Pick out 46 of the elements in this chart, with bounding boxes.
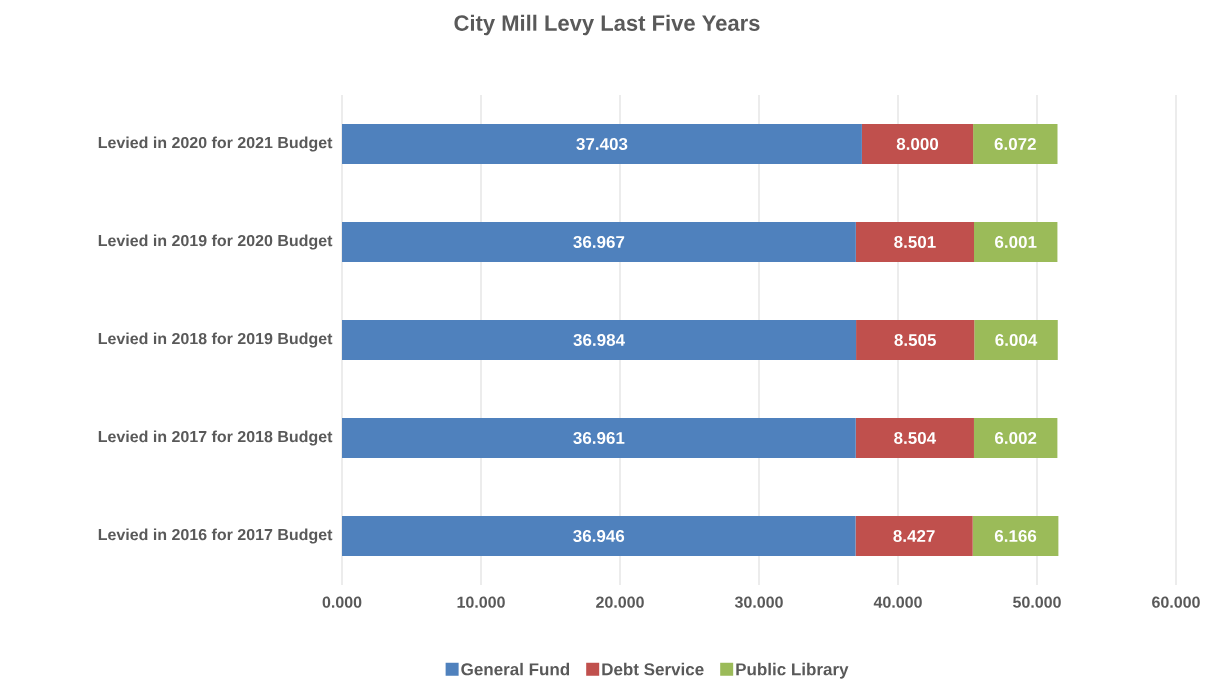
data-label: 8.000 <box>896 137 939 151</box>
y-tick-label: Levied in 2019 for 2020 Budget <box>98 234 333 250</box>
data-label: 36.984 <box>573 333 625 347</box>
bar <box>974 222 1058 262</box>
x-tick-label: 10.000 <box>457 596 505 608</box>
data-label: 8.505 <box>894 333 936 347</box>
data-label: 37.403 <box>576 137 628 151</box>
legend-label: Debt Service <box>602 662 704 676</box>
x-tick-label: 0.000 <box>322 596 362 608</box>
bar <box>855 417 974 458</box>
data-label: 6.004 <box>995 333 1038 347</box>
data-label: 6.166 <box>994 529 1037 543</box>
bar <box>861 124 974 164</box>
x-tick-label: 60.000 <box>1152 596 1200 608</box>
y-tick-label: Levied in 2018 for 2019 Budget <box>98 332 333 348</box>
x-tick-label: 40.000 <box>873 596 922 608</box>
data-label: 36.961 <box>573 431 625 445</box>
x-tick-label: 50.000 <box>1013 596 1061 608</box>
data-label: 8.501 <box>894 235 936 249</box>
legend-label: General Fund <box>461 662 570 676</box>
data-label: 6.072 <box>994 137 1036 151</box>
y-tick-label: Levied in 2016 for 2017 Budget <box>98 528 333 544</box>
bar <box>855 515 973 556</box>
x-tick-label: 30.000 <box>734 596 783 608</box>
data-label: 6.001 <box>995 235 1037 249</box>
bar <box>342 515 856 556</box>
bar <box>972 515 1059 556</box>
bar <box>342 124 862 164</box>
data-label: 36.946 <box>573 529 625 543</box>
x-tick-label: 20.000 <box>596 596 644 608</box>
data-label: 36.967 <box>573 235 625 249</box>
bar <box>342 417 856 458</box>
data-label: 8.504 <box>894 431 937 445</box>
bar <box>973 417 1058 458</box>
bar <box>973 124 1058 164</box>
y-tick-label: Levied in 2020 for 2021 Budget <box>98 136 333 152</box>
bar <box>342 222 856 262</box>
chart-title: City Mill Levy Last Five Years <box>454 14 760 36</box>
y-tick-label: Levied in 2017 for 2018 Budget <box>98 430 333 446</box>
bar <box>856 320 975 360</box>
data-label: 6.002 <box>995 431 1037 445</box>
bar <box>974 320 1058 360</box>
bar <box>855 222 975 262</box>
legend-label: Public Library <box>736 662 849 679</box>
data-label: 8.427 <box>893 529 935 543</box>
bar <box>342 320 857 360</box>
